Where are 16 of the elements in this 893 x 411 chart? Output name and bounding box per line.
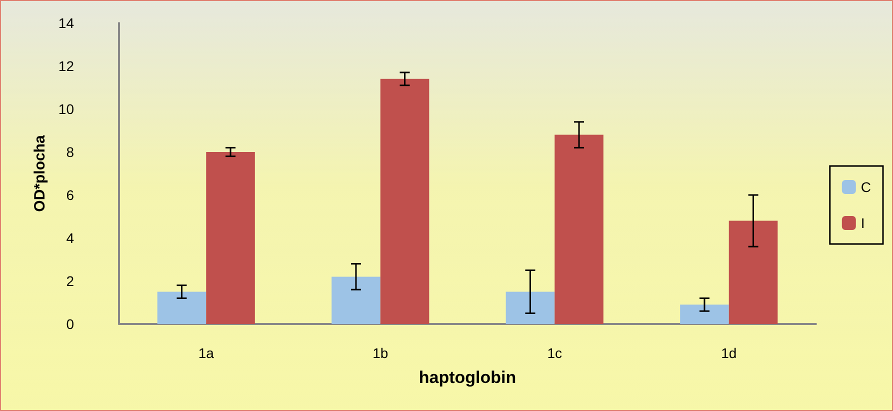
x-tick-label: 1a (198, 345, 214, 361)
y-tick-label: 2 (66, 273, 74, 289)
y-tick-label: 12 (58, 58, 74, 74)
y-tick-label: 10 (58, 101, 74, 117)
x-tick-label: 1c (547, 345, 562, 361)
legend-label: C (860, 179, 872, 195)
y-tick-label: 14 (58, 15, 74, 31)
x-axis-title: haptoglobin (418, 368, 516, 387)
y-tick-label: 8 (66, 144, 74, 160)
x-tick-label: 1b (372, 345, 388, 361)
legend-label: I (860, 215, 865, 231)
y-tick-label: 6 (66, 187, 74, 203)
y-tick-label: 4 (66, 230, 74, 246)
y-tick-label: 0 (66, 316, 74, 332)
x-tick-label: 1d (721, 345, 737, 361)
y-axis-title: OD*plocha (32, 134, 49, 212)
